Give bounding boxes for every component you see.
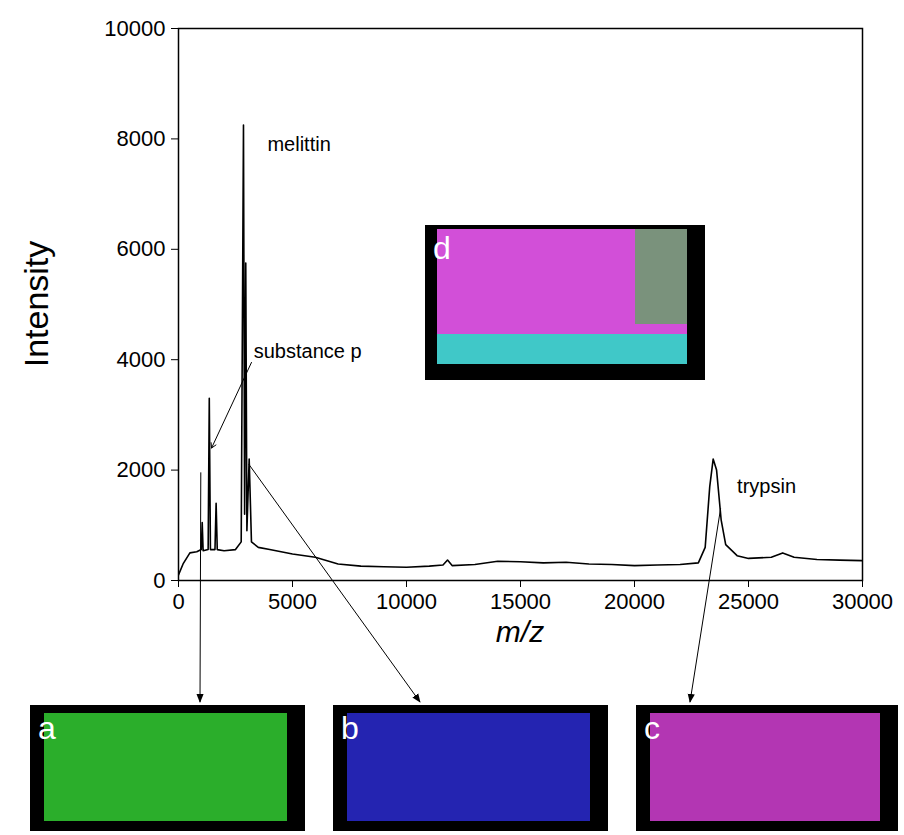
- svg-text:a: a: [38, 710, 56, 746]
- svg-text:Intensity: Intensity: [17, 241, 55, 368]
- svg-text:d: d: [433, 230, 451, 266]
- svg-text:8000: 8000: [117, 126, 166, 151]
- svg-text:m/z: m/z: [496, 615, 544, 648]
- svg-text:2000: 2000: [117, 457, 166, 482]
- svg-text:15000: 15000: [490, 589, 551, 614]
- svg-text:c: c: [644, 710, 660, 746]
- svg-text:20000: 20000: [604, 589, 665, 614]
- svg-text:10000: 10000: [104, 16, 165, 41]
- svg-text:25000: 25000: [718, 589, 779, 614]
- svg-text:4000: 4000: [117, 347, 166, 372]
- svg-text:0: 0: [153, 568, 165, 593]
- svg-text:5000: 5000: [268, 589, 317, 614]
- svg-text:6000: 6000: [117, 236, 166, 261]
- svg-text:0: 0: [172, 589, 184, 614]
- svg-text:trypsin: trypsin: [737, 475, 796, 497]
- svg-text:substance p: substance p: [254, 340, 362, 362]
- svg-text:b: b: [341, 710, 359, 746]
- svg-text:30000: 30000: [832, 589, 893, 614]
- svg-text:10000: 10000: [376, 589, 437, 614]
- svg-text:melittin: melittin: [267, 133, 330, 155]
